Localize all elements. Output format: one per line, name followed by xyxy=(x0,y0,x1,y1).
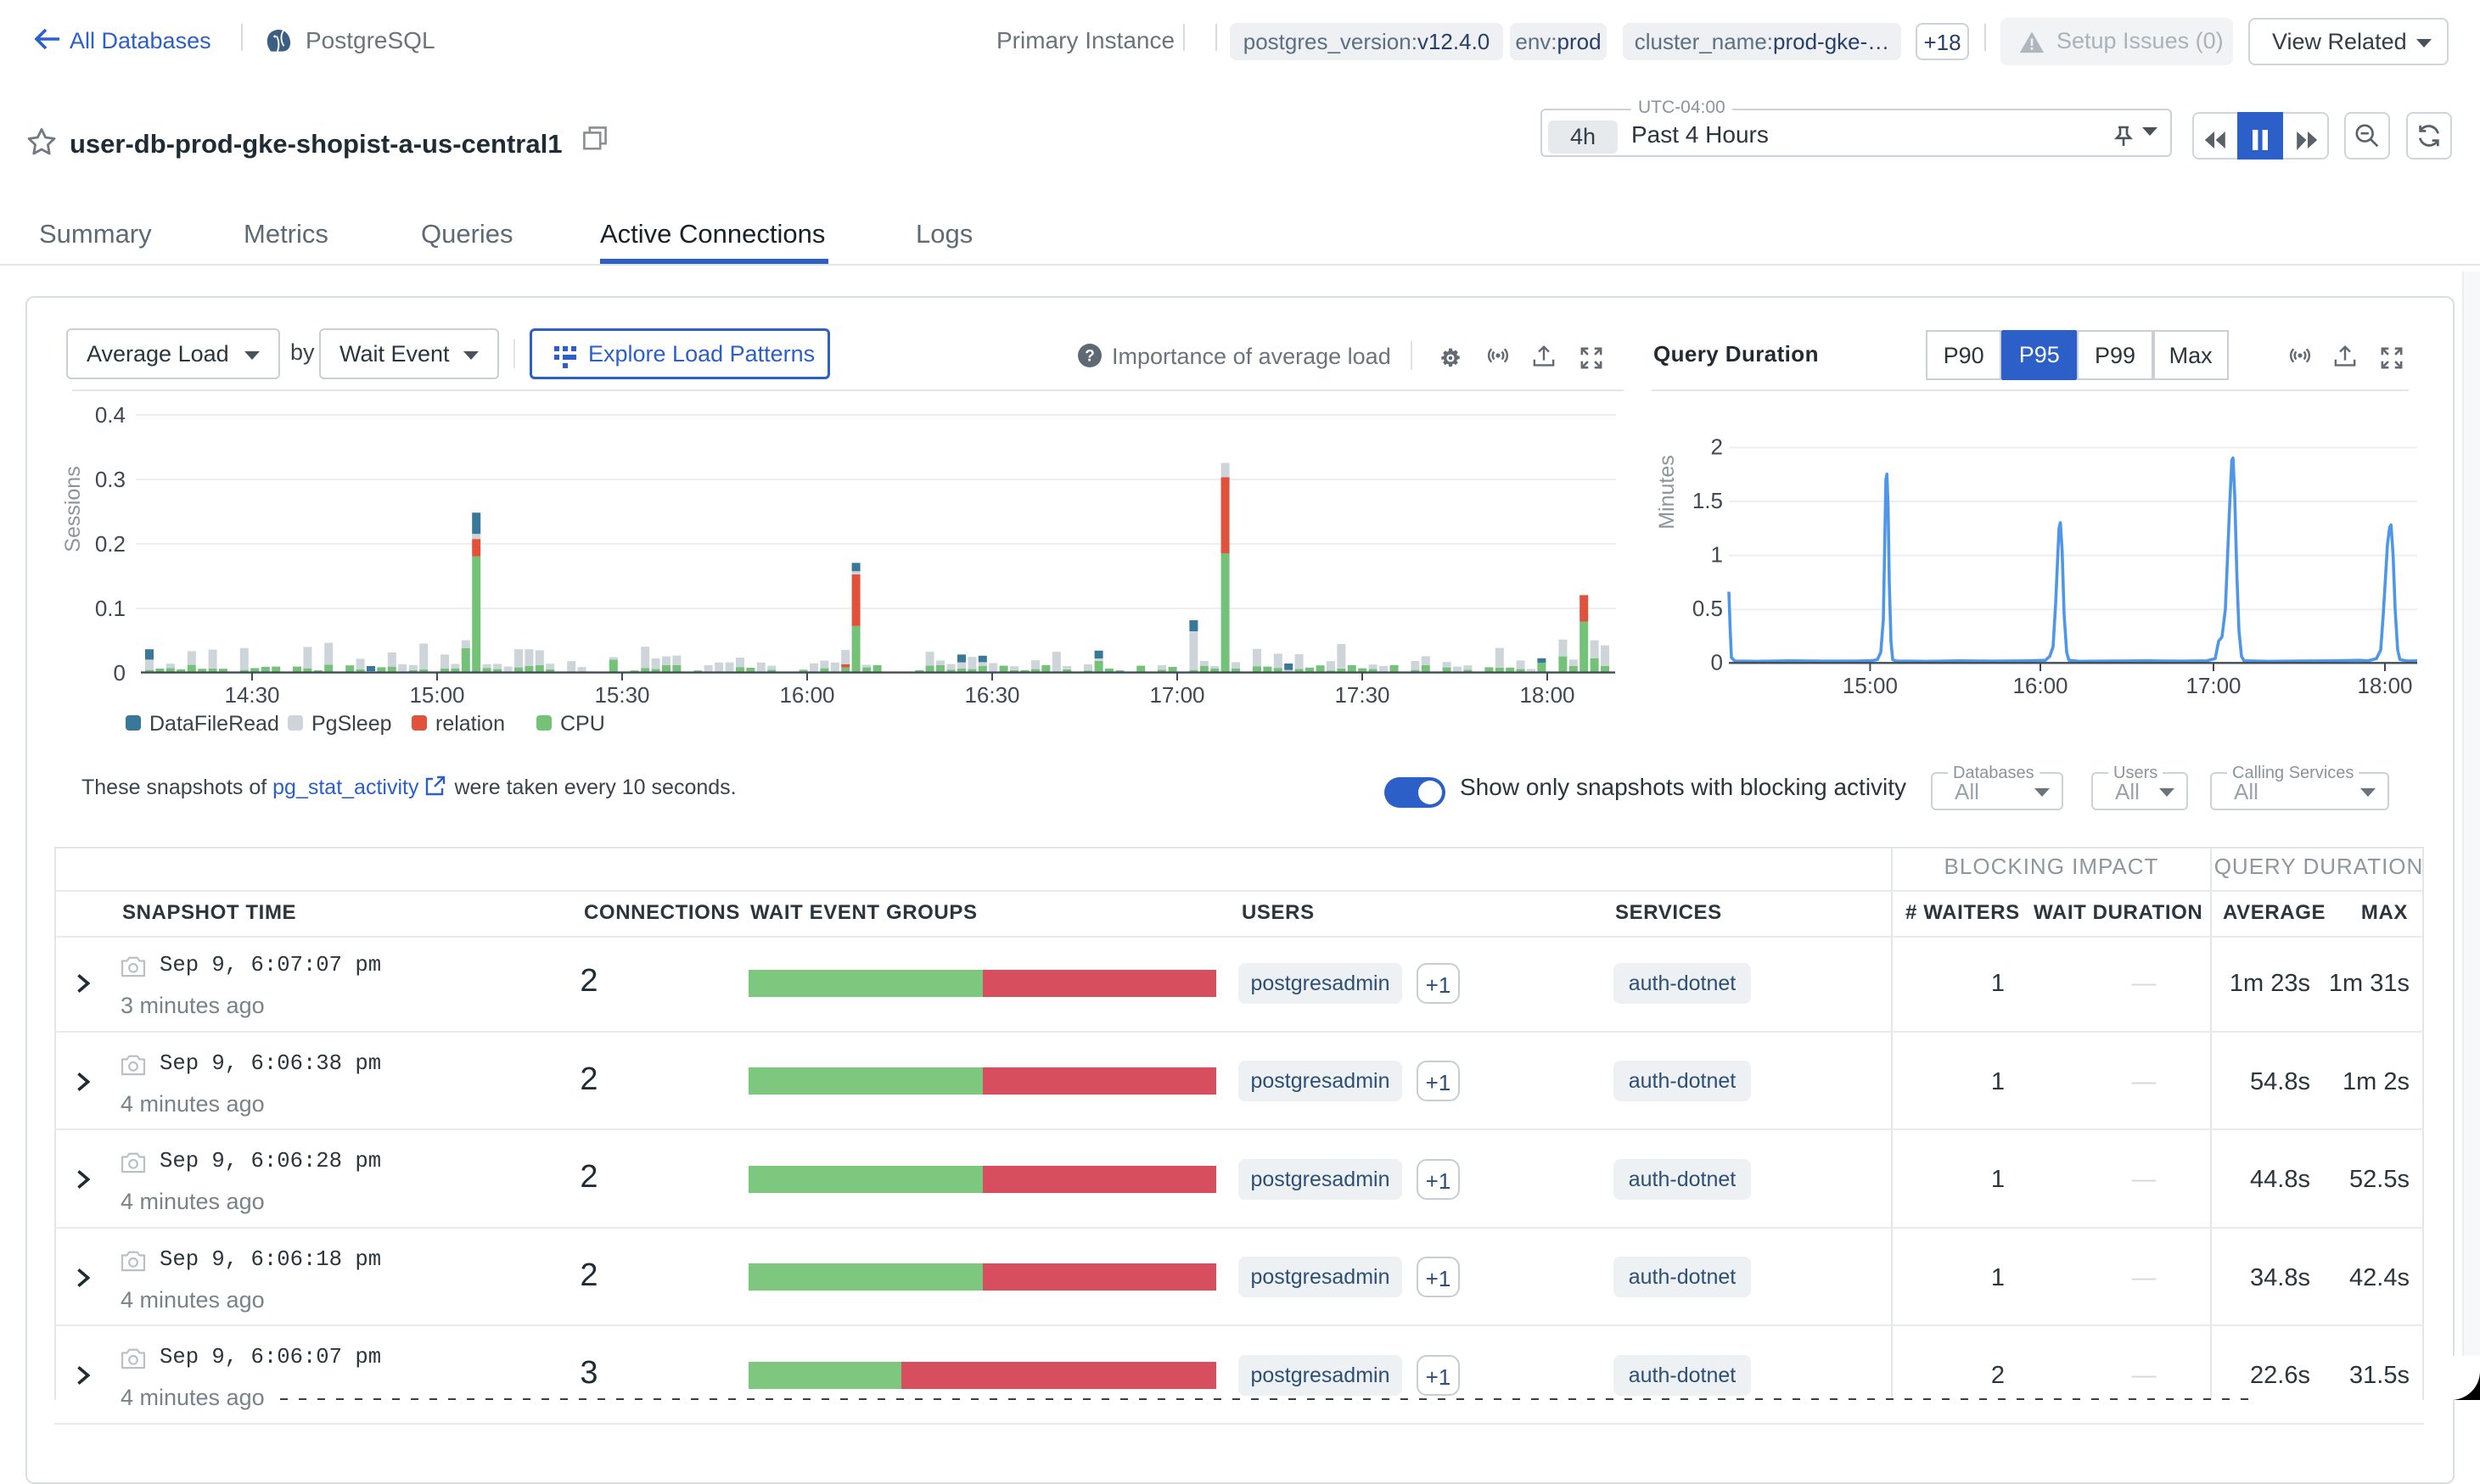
svg-text:16:00: 16:00 xyxy=(779,682,834,708)
svg-text:0.1: 0.1 xyxy=(95,596,126,621)
svg-text:relation: relation xyxy=(435,712,505,736)
svg-text:0: 0 xyxy=(114,660,126,686)
svg-text:?: ? xyxy=(1085,348,1095,366)
svg-text:14:30: 14:30 xyxy=(224,682,279,708)
svg-text:17:00: 17:00 xyxy=(1149,682,1204,708)
svg-text:1.5: 1.5 xyxy=(1692,488,1723,513)
svg-text:DataFileRead: DataFileRead xyxy=(149,712,279,736)
svg-text:17:30: 17:30 xyxy=(1334,682,1389,708)
svg-text:0: 0 xyxy=(1711,650,1723,675)
svg-text:18:00: 18:00 xyxy=(1519,682,1574,708)
svg-text:15:30: 15:30 xyxy=(594,682,649,708)
svg-text:PgSleep: PgSleep xyxy=(311,712,392,736)
svg-text:0.2: 0.2 xyxy=(95,531,126,557)
svg-text:0.4: 0.4 xyxy=(95,402,126,428)
svg-text:0.3: 0.3 xyxy=(95,467,126,492)
svg-text:15:00: 15:00 xyxy=(1843,673,1898,698)
svg-text:16:30: 16:30 xyxy=(964,682,1019,708)
svg-text:1: 1 xyxy=(1711,542,1723,568)
svg-text:17:00: 17:00 xyxy=(2185,673,2241,698)
svg-text:0.5: 0.5 xyxy=(1692,596,1723,621)
svg-text:2: 2 xyxy=(1711,434,1723,459)
svg-text:16:00: 16:00 xyxy=(2012,673,2068,698)
svg-text:CPU: CPU xyxy=(560,712,605,736)
svg-text:18:00: 18:00 xyxy=(2357,673,2412,698)
svg-text:15:00: 15:00 xyxy=(409,682,464,708)
